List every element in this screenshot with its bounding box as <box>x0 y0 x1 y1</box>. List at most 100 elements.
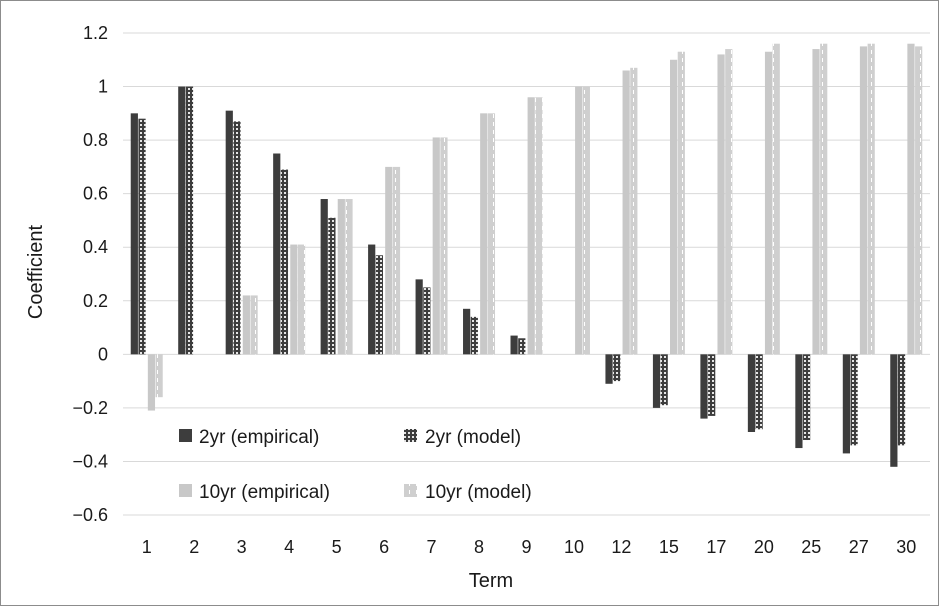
x-tick-label: 7 <box>427 537 437 557</box>
y-tick-label: 0 <box>98 344 108 364</box>
x-tick-label: 5 <box>332 537 342 557</box>
y-tick-label: 1 <box>98 77 108 97</box>
bar-2yr-model-3 <box>233 121 241 355</box>
bar-10yr-empirical-4 <box>290 244 298 355</box>
y-tick-label: −0.6 <box>72 505 108 525</box>
x-tick-label: 20 <box>754 537 774 557</box>
bar-10yr-empirical-1 <box>147 354 156 411</box>
bar-10yr-model-7 <box>440 137 448 355</box>
bar-10yr-empirical-3 <box>242 295 250 355</box>
bar-10yr-empirical-30 <box>907 43 915 355</box>
bar-10yr-model-27 <box>867 43 875 355</box>
legend-swatch-10yr-empirical <box>179 484 192 497</box>
bar-10yr-empirical-27 <box>859 46 868 355</box>
x-tick-label: 15 <box>659 537 679 557</box>
x-tick-label: 2 <box>189 537 199 557</box>
bar-2yr-empirical-3 <box>225 110 233 355</box>
y-tick-label: 1.2 <box>83 23 108 43</box>
x-tick-label: 27 <box>849 537 869 557</box>
bar-2yr-empirical-27 <box>842 354 850 454</box>
x-tick-label: 12 <box>611 537 631 557</box>
bar-10yr-empirical-9 <box>527 97 535 355</box>
x-tick-label: 1 <box>142 537 152 557</box>
bar-2yr-model-5 <box>328 217 336 355</box>
bar-10yr-model-15 <box>677 51 685 355</box>
bar-2yr-empirical-20 <box>747 354 756 432</box>
y-tick-label: 0.6 <box>83 184 108 204</box>
legend-swatch-2yr-model <box>404 429 417 442</box>
bar-10yr-model-3 <box>250 295 258 355</box>
bar-10yr-empirical-25 <box>812 49 820 355</box>
bar-2yr-empirical-17 <box>700 354 708 419</box>
legend-label-2yr-model: 2yr (model) <box>425 427 521 448</box>
x-axis-title: Term <box>469 570 513 592</box>
legend-label-10yr-empirical: 10yr (empirical) <box>199 482 330 503</box>
bar-2yr-model-8 <box>470 316 478 355</box>
bar-2yr-empirical-25 <box>795 354 803 449</box>
x-tick-label: 25 <box>801 537 821 557</box>
bar-2yr-empirical-7 <box>415 279 423 355</box>
y-tick-label: 0.4 <box>83 237 108 257</box>
bar-10yr-model-6 <box>392 166 401 355</box>
x-tick-label: 4 <box>284 537 294 557</box>
bar-10yr-model-17 <box>725 49 733 355</box>
legend: 2yr (empirical) 2yr (model) 10yr (empiri… <box>179 427 532 503</box>
bar-2yr-model-15 <box>660 354 668 406</box>
bar-2yr-model-12 <box>613 354 621 382</box>
bar-2yr-model-20 <box>755 354 763 430</box>
bar-10yr-model-1 <box>155 354 163 398</box>
y-tick-label: −0.4 <box>72 451 108 471</box>
bar-2yr-model-27 <box>850 354 858 446</box>
bar-10yr-model-9 <box>535 97 543 355</box>
bar-2yr-empirical-30 <box>890 354 898 467</box>
x-tick-label: 10 <box>564 537 584 557</box>
bar-2yr-model-7 <box>423 287 431 355</box>
bars <box>130 43 923 467</box>
legend-label-10yr-model: 10yr (model) <box>425 482 532 503</box>
x-tick-label: 6 <box>379 537 389 557</box>
legend-swatch-10yr-model <box>404 484 417 497</box>
legend-label-2yr-empirical: 2yr (empirical) <box>199 427 319 448</box>
x-tick-label: 3 <box>237 537 247 557</box>
bar-10yr-model-8 <box>487 113 496 355</box>
bar-2yr-empirical-8 <box>463 308 471 355</box>
bar-2yr-empirical-4 <box>273 153 281 355</box>
bar-2yr-model-4 <box>280 169 289 355</box>
bar-10yr-model-12 <box>630 67 638 355</box>
y-axis-ticks: 1.2 1 0.8 0.6 0.4 0.2 0 −0.2 −0.4 −0.6 <box>72 23 108 525</box>
y-axis-title: Coefficient <box>25 224 47 319</box>
bar-10yr-empirical-8 <box>480 113 488 355</box>
bar-2yr-model-9 <box>518 338 526 355</box>
bar-10yr-empirical-15 <box>670 59 678 355</box>
bar-10yr-empirical-17 <box>717 54 725 355</box>
bar-2yr-empirical-9 <box>510 335 518 355</box>
bar-2yr-empirical-2 <box>178 86 186 355</box>
bar-10yr-empirical-7 <box>432 137 440 355</box>
bar-10yr-model-5 <box>345 199 353 355</box>
bar-2yr-model-2 <box>185 86 194 355</box>
bar-2yr-model-30 <box>897 354 906 446</box>
bar-2yr-empirical-5 <box>320 199 328 355</box>
y-tick-label: −0.2 <box>72 398 108 418</box>
x-tick-label: 9 <box>521 537 531 557</box>
y-tick-label: 0.2 <box>83 291 108 311</box>
bar-2yr-model-6 <box>375 255 383 355</box>
bar-10yr-model-10 <box>582 86 590 355</box>
bar-2yr-empirical-1 <box>130 113 138 355</box>
x-tick-label: 17 <box>706 537 726 557</box>
bar-2yr-empirical-12 <box>605 354 613 384</box>
bar-10yr-empirical-5 <box>337 199 345 355</box>
bar-10yr-model-4 <box>297 244 306 355</box>
legend-swatch-2yr-empirical <box>179 429 192 442</box>
bar-10yr-model-30 <box>915 46 923 355</box>
bar-2yr-model-1 <box>138 118 146 355</box>
bar-10yr-empirical-12 <box>622 70 630 355</box>
x-tick-label: 30 <box>896 537 916 557</box>
bar-2yr-model-17 <box>708 354 716 416</box>
bar-10yr-model-25 <box>820 43 828 355</box>
x-tick-label: 8 <box>474 537 484 557</box>
y-tick-label: 0.8 <box>83 130 108 150</box>
bar-10yr-empirical-6 <box>385 166 393 355</box>
